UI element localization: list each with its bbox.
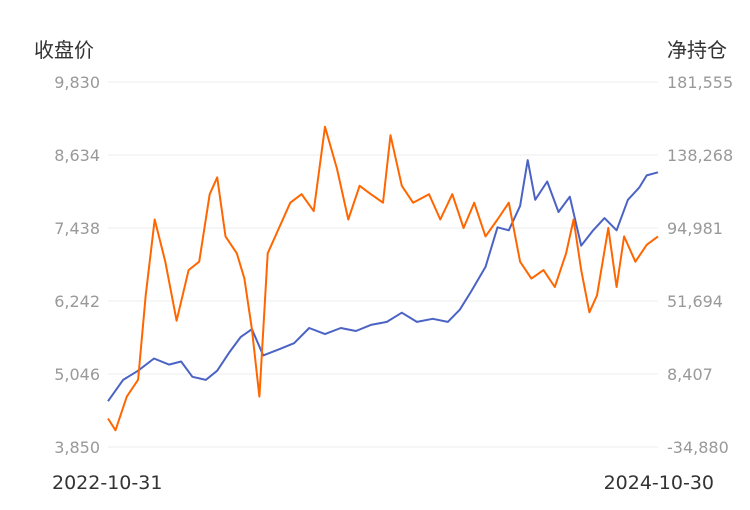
- series-line-left-axis: [107, 159, 659, 402]
- left-axis-title: 收盘价: [34, 38, 94, 62]
- left-y-tick-label: 6,242: [54, 292, 100, 311]
- tick-labels: 9,830 181,555 8,634 138,268 7,438 94,981 6,242…: [52, 73, 733, 494]
- gridlines: [108, 81, 658, 448]
- series-lines: [107, 125, 659, 432]
- left-y-tick-label: 7,438: [54, 219, 100, 238]
- left-y-tick-label: 3,850: [54, 438, 100, 457]
- right-y-tick-label: -34,880: [667, 438, 729, 457]
- right-axis-title: 净持仓: [667, 38, 727, 62]
- right-y-tick-label: 94,981: [667, 219, 723, 238]
- left-y-tick-label: 5,046: [54, 365, 100, 384]
- x-tick-label-end: 2024-10-30: [604, 472, 714, 494]
- right-y-tick-label: 51,694: [667, 292, 723, 311]
- x-tick-label-start: 2022-10-31: [52, 472, 162, 494]
- left-y-tick-label: 8,634: [54, 146, 100, 165]
- left-y-tick-label: 9,830: [54, 73, 100, 92]
- series-line-right-axis: [107, 125, 659, 432]
- right-y-tick-label: 138,268: [667, 146, 733, 165]
- right-y-tick-label: 181,555: [667, 73, 733, 92]
- right-y-tick-label: 8,407: [667, 365, 713, 384]
